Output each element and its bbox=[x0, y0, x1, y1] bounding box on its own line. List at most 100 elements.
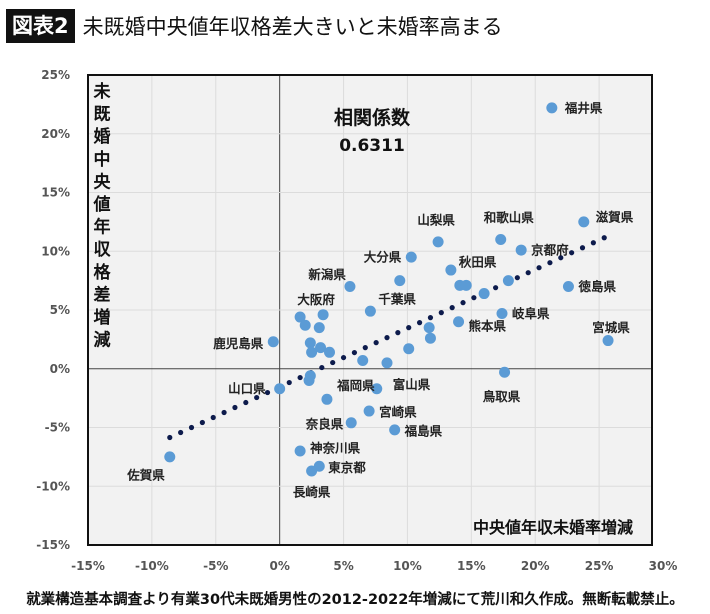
y-axis-label-char: 婚 bbox=[94, 126, 111, 147]
trendline-dot bbox=[569, 250, 575, 256]
point-label: 福岡県 bbox=[336, 378, 375, 393]
data-point bbox=[294, 445, 306, 457]
x-tick-label: 15% bbox=[457, 559, 486, 573]
point-label: 和歌山県 bbox=[483, 210, 535, 225]
data-point bbox=[313, 322, 325, 334]
trendline-dot bbox=[340, 354, 347, 361]
trendline-dot bbox=[351, 349, 358, 356]
trendline-dot bbox=[188, 424, 195, 431]
point-label: 山梨県 bbox=[417, 212, 455, 227]
trendline-dot bbox=[471, 295, 477, 301]
data-point bbox=[304, 337, 316, 349]
y-tick-label: -5% bbox=[45, 421, 70, 435]
x-tick-label: 5% bbox=[333, 559, 353, 573]
data-point bbox=[602, 335, 614, 347]
y-tick-label: 10% bbox=[41, 244, 70, 258]
x-axis-label: 中央値年収未婚率増減 bbox=[473, 518, 633, 537]
y-axis-label-char: 差 bbox=[94, 284, 111, 305]
data-point bbox=[267, 336, 279, 348]
data-point bbox=[515, 244, 527, 256]
trendline-dot bbox=[199, 419, 205, 426]
data-point bbox=[294, 311, 306, 323]
data-point bbox=[496, 308, 508, 320]
trendline-dot bbox=[547, 260, 553, 266]
data-point bbox=[315, 342, 327, 354]
data-point bbox=[364, 305, 376, 317]
data-point bbox=[306, 465, 318, 477]
data-point bbox=[345, 417, 357, 429]
y-axis-label-char: 央 bbox=[94, 171, 112, 192]
point-label: 宮崎県 bbox=[379, 405, 417, 420]
trendline-dot bbox=[178, 429, 184, 436]
point-label: 新潟県 bbox=[308, 267, 346, 282]
title-bar: 図表2 未既婚中央値年収格差大きいと未婚率高まる bbox=[6, 8, 503, 44]
figure-badge: 図表2 bbox=[6, 9, 75, 43]
data-point bbox=[381, 357, 393, 369]
data-point bbox=[453, 316, 465, 328]
data-point bbox=[389, 424, 401, 436]
data-point bbox=[321, 393, 333, 405]
data-point bbox=[344, 281, 356, 292]
data-point bbox=[562, 281, 574, 292]
trendline-dot bbox=[243, 399, 249, 406]
x-tick-label: 30% bbox=[649, 559, 678, 573]
y-axis-label-char: 増 bbox=[94, 307, 111, 328]
y-axis-label-char: 未 bbox=[93, 81, 111, 102]
y-axis-label-char: 既 bbox=[94, 105, 111, 125]
trendline bbox=[167, 235, 607, 441]
y-axis-label-char: 格 bbox=[94, 262, 112, 283]
y-tick-label: 20% bbox=[41, 127, 70, 141]
trendline-dot bbox=[254, 394, 260, 401]
data-point bbox=[299, 319, 311, 331]
trendline-dot bbox=[264, 389, 271, 396]
point-label: 滋賀県 bbox=[596, 209, 634, 224]
chart-title: 未既婚中央値年収格差大きいと未婚率高まる bbox=[82, 15, 503, 39]
trendline-dot bbox=[525, 270, 531, 276]
x-tick-label: 10% bbox=[393, 559, 422, 573]
y-tick-label: 15% bbox=[41, 186, 70, 200]
trendline-dot bbox=[579, 245, 586, 251]
plot-frame bbox=[87, 74, 653, 546]
trendline-dot bbox=[221, 409, 227, 416]
x-tick-label: 0% bbox=[269, 559, 289, 573]
trendline-dot bbox=[493, 285, 499, 291]
grid bbox=[87, 74, 653, 546]
point-label: 岐阜県 bbox=[512, 306, 550, 321]
y-tick-label: -10% bbox=[36, 479, 70, 493]
y-tick-label: 0% bbox=[50, 362, 70, 376]
point-label: 奈良県 bbox=[305, 416, 344, 431]
point-label: 長崎県 bbox=[293, 484, 331, 499]
data-point bbox=[478, 288, 490, 300]
trendline-dot bbox=[210, 414, 216, 421]
point-label: 福井県 bbox=[564, 100, 603, 115]
point-label: 秋田県 bbox=[459, 255, 497, 270]
trendline-dot bbox=[558, 255, 564, 261]
correlation-value: 0.6311 bbox=[339, 136, 405, 156]
data-point bbox=[304, 370, 316, 382]
y-axis-label-char: 減 bbox=[94, 330, 111, 351]
data-point bbox=[324, 346, 335, 358]
data-point bbox=[403, 343, 415, 355]
point-label: 千葉県 bbox=[378, 292, 416, 307]
trendline-dot bbox=[536, 265, 542, 271]
data-point bbox=[363, 405, 375, 417]
data-point bbox=[274, 383, 286, 395]
data-point bbox=[394, 275, 406, 287]
point-label: 京都府 bbox=[531, 243, 569, 258]
data-point bbox=[164, 451, 176, 463]
data-point bbox=[499, 366, 511, 378]
trendline-dot bbox=[286, 379, 292, 386]
x-tick-label: -5% bbox=[203, 559, 228, 573]
data-point bbox=[317, 309, 329, 321]
point-label: 徳島県 bbox=[577, 279, 616, 294]
point-label: 佐賀県 bbox=[126, 467, 165, 482]
data-point bbox=[423, 322, 435, 334]
data-point bbox=[424, 332, 436, 344]
source-note: 就業構造基本調査より有業30代未既婚男性の2012-2022年増減にて荒川和久作… bbox=[26, 592, 684, 608]
x-tick-label: 20% bbox=[521, 559, 550, 573]
trendline-dot bbox=[438, 310, 444, 316]
data-point bbox=[371, 383, 383, 395]
data-point bbox=[460, 279, 472, 291]
y-axis-label-char: 中 bbox=[94, 149, 111, 170]
